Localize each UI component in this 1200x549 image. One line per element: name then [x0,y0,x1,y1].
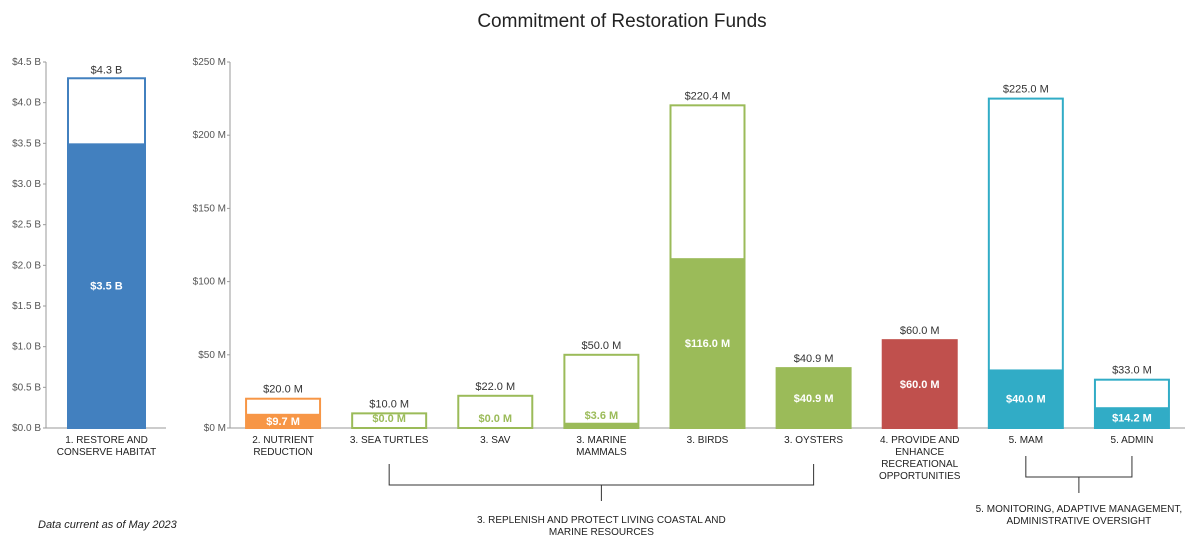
category-label: RECREATIONAL [881,459,958,470]
category-label: 3. OYSTERS [784,435,843,446]
y-tick-label: $100 M [193,277,226,288]
category-label: 5. ADMIN [1111,435,1154,446]
total-label: $60.0 M [900,325,940,337]
y-tick-label: $4.5 B [12,57,41,68]
category-label: 3. BIRDS [687,435,729,446]
committed-label: $60.0 M [900,379,940,391]
total-label: $225.0 M [1003,84,1049,96]
category-label: 3. MARINE [576,435,626,446]
y-tick-label: $1.0 B [12,342,41,353]
committed-label: $3.5 B [90,281,122,293]
category-label: CONSERVE HABITAT [57,447,156,458]
y-tick-label: $250 M [193,57,226,68]
bar-total [351,412,428,429]
y-tick-label: $0.0 B [12,423,41,434]
category-label: OPPORTUNITIES [879,471,961,482]
total-label: $40.9 M [794,353,834,365]
category-label: ENHANCE [895,447,944,458]
bar-committed-restore-habitat [68,143,145,429]
y-tick-label: $4.0 B [12,98,41,109]
committed-label: $9.7 M [266,416,300,428]
y-tick-label: $3.0 B [12,179,41,190]
total-label: $4.3 B [91,64,123,76]
chart-title: Commitment of Restoration Funds [477,11,766,32]
bar-committed [776,368,851,428]
category-label: 4. PROVIDE AND [880,435,959,446]
total-label: $22.0 M [475,381,515,393]
category-label: 3. SEA TURTLES [350,435,429,446]
data-footnote: Data current as of May 2023 [38,519,178,531]
group-label: MARINE RESOURCES [549,527,654,538]
category-label: 1. RESTORE AND [65,435,148,446]
committed-label: $3.6 M [585,410,619,422]
group-label: ADMINISTRATIVE OVERSIGHT [1006,516,1151,527]
category-label: 5. MAM [1009,435,1043,446]
total-label: $220.4 M [685,90,731,102]
category-label: REDUCTION [253,447,312,458]
committed-label: $40.0 M [1006,394,1046,406]
y-tick-label: $150 M [193,203,226,214]
bar-committed [670,258,745,428]
category-label: 2. NUTRIENT [252,435,314,446]
group-label: 3. REPLENISH AND PROTECT LIVING COASTAL … [477,515,726,526]
bar-committed [1094,407,1169,428]
bar-committed [246,413,321,428]
group-bracket [1025,456,1133,478]
total-label: $10.0 M [369,398,409,410]
y-tick-label: $200 M [193,130,226,141]
category-label: MAMMALS [576,447,627,458]
category-label: 3. SAV [480,435,511,446]
total-label: $50.0 M [582,340,622,352]
bar-committed [882,340,957,428]
bar-total [457,394,534,429]
y-tick-label: $2.5 B [12,220,41,231]
committed-label: $40.9 M [794,393,834,405]
y-tick-label: $2.0 B [12,260,41,271]
bar-committed [988,369,1063,428]
group-label: 5. MONITORING, ADAPTIVE MANAGEMENT, [976,504,1183,515]
committed-label: $0.0 M [478,413,512,425]
y-tick-label: $0 M [204,423,226,434]
group-bracket [388,464,815,486]
y-tick-label: $0.5 B [12,382,41,393]
bar-committed [564,422,639,428]
y-tick-label: $50 M [198,350,226,361]
y-tick-label: $1.5 B [12,301,41,312]
committed-label: $0.0 M [372,413,406,425]
y-tick-label: $3.5 B [12,138,41,149]
total-label: $33.0 M [1112,365,1152,377]
committed-label: $116.0 M [685,338,730,350]
committed-label: $14.2 M [1112,413,1152,425]
total-label: $20.0 M [263,384,303,396]
